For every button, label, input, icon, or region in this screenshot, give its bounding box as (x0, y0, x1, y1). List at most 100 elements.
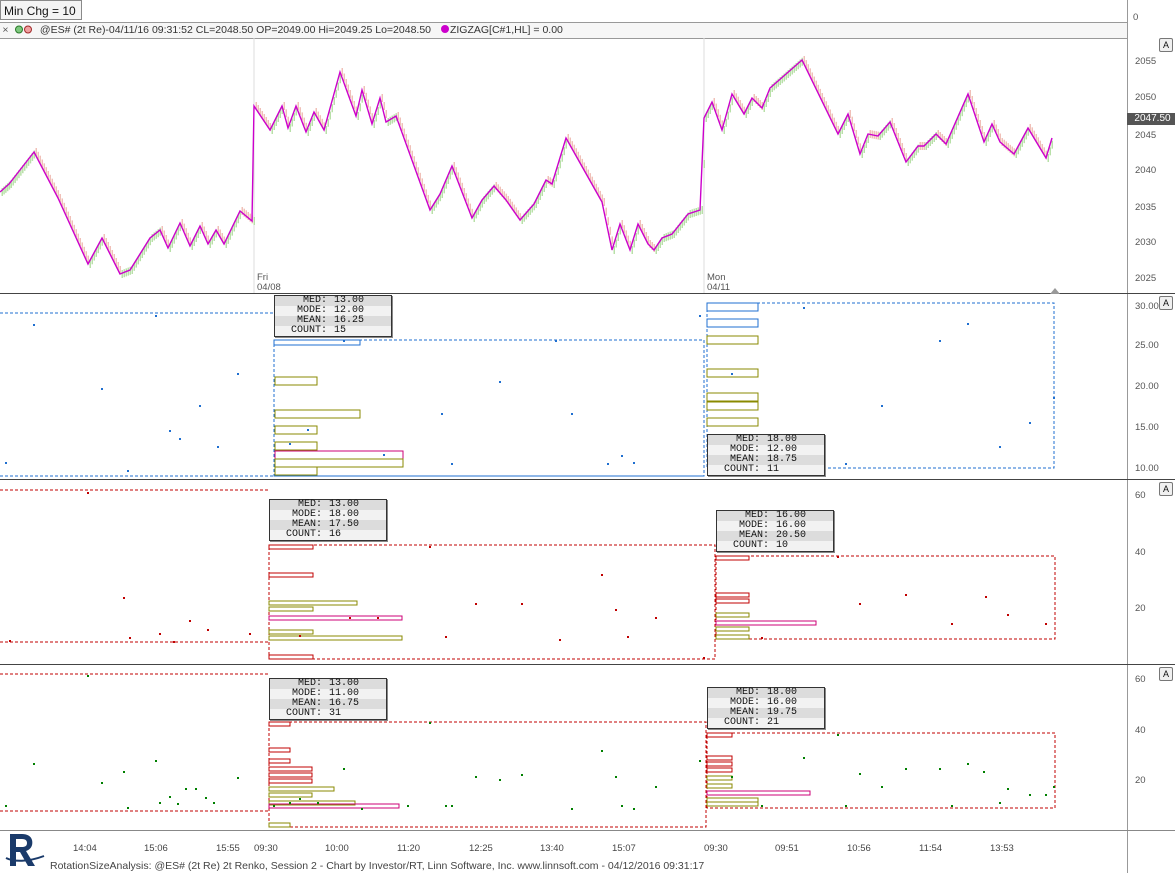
rotation-point (845, 463, 847, 465)
renko-brick (337, 82, 339, 91)
renko-brick (913, 150, 915, 158)
renko-brick (593, 180, 595, 189)
renko-brick (273, 122, 275, 130)
renko-brick (173, 235, 175, 244)
renko-brick (947, 140, 949, 148)
renko-brick (541, 188, 543, 196)
renko-bricks (1, 56, 1053, 278)
renko-brick (545, 180, 547, 188)
renko-brick (595, 183, 597, 192)
renko-brick (781, 75, 783, 84)
renko-brick (973, 102, 975, 110)
rotation-point (199, 405, 201, 407)
renko-brick (715, 103, 717, 112)
rotation-points (5, 675, 1055, 810)
renko-brick (47, 171, 49, 179)
renko-brick (749, 102, 751, 110)
rotation-point (627, 636, 629, 638)
rotation-point (451, 805, 453, 807)
renko-brick (619, 226, 621, 235)
rotation-point (273, 805, 275, 807)
price-tick: 2030 (1135, 237, 1157, 248)
renko-brick (507, 196, 509, 204)
x-tick: 15:07 (612, 843, 636, 854)
renko-brick (1017, 146, 1019, 155)
renko-brick (743, 106, 745, 115)
renko-brick (783, 73, 785, 82)
renko-brick (519, 213, 521, 222)
renko-brick (385, 110, 387, 118)
renko-brick (3, 186, 5, 195)
price-tick: 2035 (1135, 202, 1157, 213)
renko-brick (421, 178, 423, 187)
renko-brick (23, 162, 26, 171)
auto-scale-button[interactable]: A (1159, 38, 1173, 52)
renko-brick (367, 99, 369, 108)
auto-scale-button[interactable]: A (1159, 296, 1173, 310)
renko-brick (957, 117, 959, 126)
renko-brick (793, 64, 795, 73)
rotation-point (101, 388, 103, 390)
renko-brick (865, 140, 867, 148)
renko-brick (669, 231, 671, 240)
renko-brick (809, 68, 811, 77)
pane-separator[interactable] (0, 479, 1175, 480)
renko-brick (927, 140, 929, 148)
pane-separator[interactable] (0, 664, 1175, 665)
renko-brick (211, 236, 213, 245)
renko-brick (319, 115, 321, 124)
renko-brick (1, 188, 3, 196)
rotation-point (905, 594, 907, 596)
renko-brick (1001, 138, 1003, 146)
renko-brick (217, 226, 219, 234)
stats-box: MED: 13.00 MODE: 11.00 MEAN: 16.75 COUNT: 31 (269, 678, 387, 720)
renko-brick (777, 78, 779, 87)
rotation-size-pane-3[interactable] (0, 665, 1127, 830)
renko-brick (293, 113, 295, 121)
rotation-point (451, 463, 453, 465)
renko-brick (733, 90, 735, 98)
auto-scale-button[interactable]: A (1159, 667, 1173, 681)
renko-brick (537, 196, 539, 204)
renko-brick (229, 231, 231, 240)
renko-brick (879, 132, 881, 140)
renko-brick (687, 212, 689, 221)
renko-brick (69, 216, 71, 224)
rotation-point (217, 446, 219, 448)
pane-separator[interactable] (0, 293, 1175, 294)
renko-brick (5, 184, 7, 193)
renko-brick (637, 226, 639, 235)
rotation-point (555, 340, 557, 342)
scroll-marker-icon[interactable] (1050, 288, 1060, 294)
rotation-point (429, 546, 431, 548)
min-chg-button[interactable]: Min Chg = 10 (0, 0, 82, 20)
renko-brick (791, 66, 793, 75)
renko-brick (717, 109, 719, 118)
auto-scale-button[interactable]: A (1159, 482, 1173, 496)
day-marker-fri: Fri 04/08 (257, 272, 281, 293)
renko-brick (757, 98, 759, 106)
rotation-point (207, 629, 209, 631)
renko-brick (483, 196, 485, 204)
renko-brick (825, 101, 827, 110)
rotation-point (205, 797, 207, 799)
renko-brick (1035, 134, 1037, 142)
renko-brick (423, 183, 425, 192)
rotation-size-pane-2[interactable] (0, 480, 1127, 664)
toggle-circles-icon[interactable] (14, 24, 40, 35)
renko-brick (821, 93, 823, 101)
price-chart[interactable] (0, 38, 1127, 293)
renko-brick (247, 212, 249, 220)
renko-brick (933, 134, 935, 142)
rotation-point (1045, 794, 1047, 796)
renko-brick (317, 111, 319, 120)
renko-brick (379, 100, 381, 109)
rotation-size-pane-1[interactable] (0, 294, 1127, 479)
renko-brick (609, 226, 611, 235)
x-tick: 11:20 (397, 843, 421, 854)
close-icon[interactable]: × (2, 24, 9, 36)
renko-brick (449, 171, 451, 180)
renko-brick (113, 254, 115, 262)
renko-brick (65, 207, 67, 216)
renko-brick (961, 108, 963, 117)
